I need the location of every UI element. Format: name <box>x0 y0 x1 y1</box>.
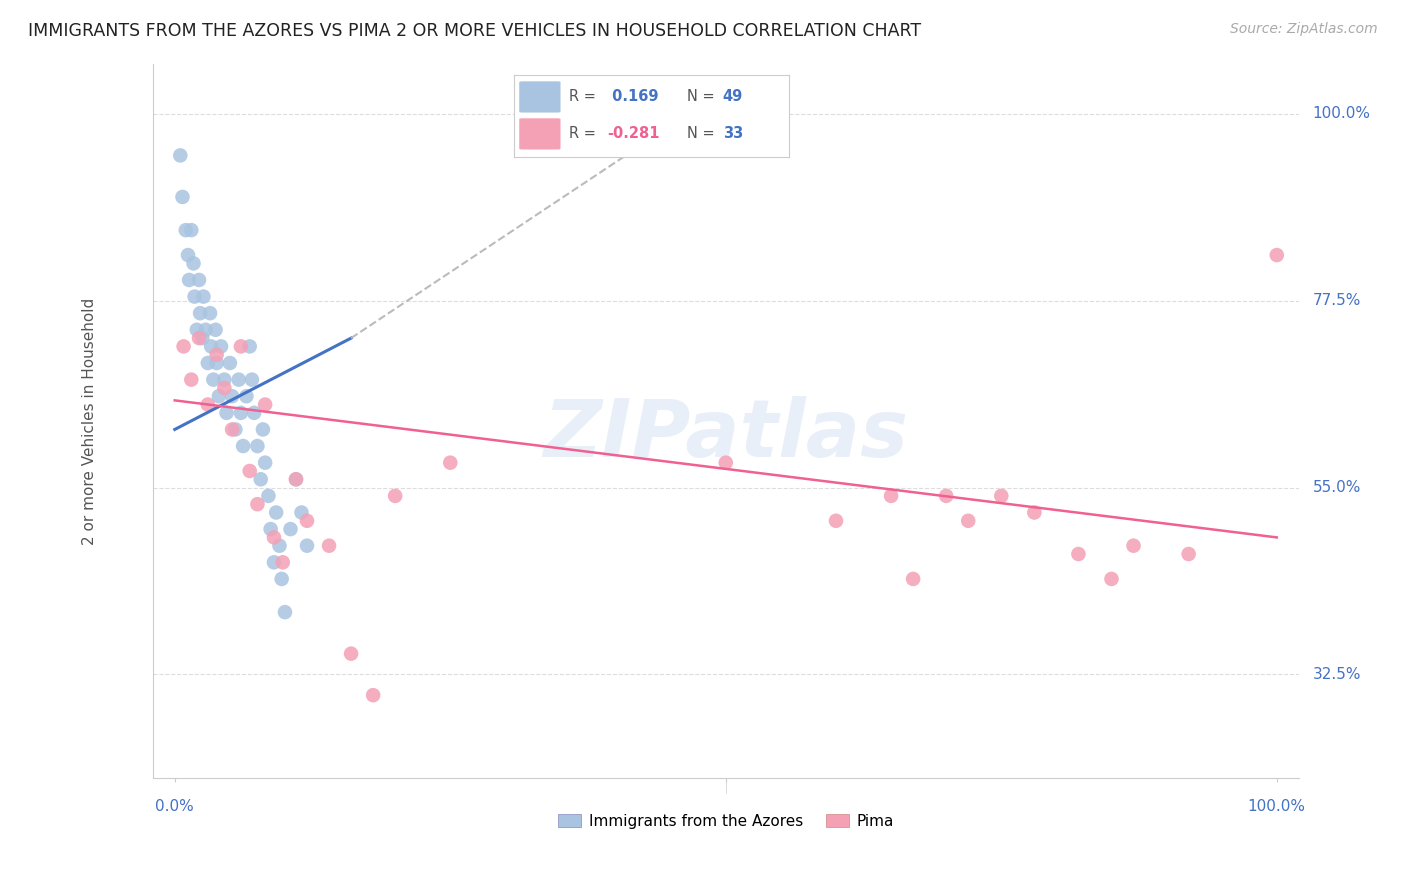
Point <box>172 190 194 204</box>
Text: 2 or more Vehicles in Household: 2 or more Vehicles in Household <box>82 298 97 545</box>
Point <box>249 472 271 486</box>
Point <box>290 506 312 520</box>
Point <box>285 472 308 486</box>
Point <box>218 356 240 370</box>
Point <box>254 456 277 470</box>
Point <box>177 273 200 287</box>
Point <box>169 148 191 162</box>
Text: 77.5%: 77.5% <box>1313 293 1361 309</box>
Point <box>957 514 980 528</box>
Point <box>180 223 202 237</box>
Point <box>240 373 263 387</box>
Point <box>384 489 406 503</box>
Point <box>361 688 384 702</box>
Point <box>254 398 277 412</box>
Point <box>174 223 197 237</box>
Text: Source: ZipAtlas.com: Source: ZipAtlas.com <box>1230 22 1378 37</box>
Point <box>180 373 202 387</box>
Point <box>901 572 924 586</box>
Point <box>183 256 205 270</box>
Point <box>173 339 195 353</box>
Point <box>295 514 318 528</box>
Point <box>193 289 215 303</box>
Point <box>229 406 252 420</box>
Point <box>263 530 285 544</box>
Point <box>229 339 252 353</box>
Point <box>990 489 1012 503</box>
Point <box>274 605 297 619</box>
Point <box>1122 539 1144 553</box>
Point <box>204 323 226 337</box>
Point <box>280 522 302 536</box>
Point <box>246 497 269 511</box>
Point <box>880 489 903 503</box>
Text: 32.5%: 32.5% <box>1313 667 1361 681</box>
Point <box>340 647 363 661</box>
Point <box>200 339 222 353</box>
Point <box>221 389 243 403</box>
Point <box>188 331 211 345</box>
Point <box>825 514 848 528</box>
Point <box>1067 547 1090 561</box>
Point <box>271 555 294 569</box>
Point <box>202 373 225 387</box>
Point <box>198 306 221 320</box>
Point <box>235 389 257 403</box>
Point <box>214 381 236 395</box>
Point <box>318 539 340 553</box>
Point <box>186 323 208 337</box>
Point <box>439 456 461 470</box>
Point <box>183 289 205 303</box>
Point <box>264 506 287 520</box>
Point <box>269 539 291 553</box>
Text: IMMIGRANTS FROM THE AZORES VS PIMA 2 OR MORE VEHICLES IN HOUSEHOLD CORRELATION C: IMMIGRANTS FROM THE AZORES VS PIMA 2 OR … <box>28 22 921 40</box>
Point <box>252 422 274 436</box>
Point <box>239 339 262 353</box>
Point <box>214 373 236 387</box>
Point <box>215 406 238 420</box>
Point <box>1265 248 1288 262</box>
Point <box>205 348 228 362</box>
Point <box>191 331 214 345</box>
Point <box>1177 547 1199 561</box>
Text: 100.0%: 100.0% <box>1247 799 1306 814</box>
Point <box>209 339 232 353</box>
Point <box>270 572 292 586</box>
Point <box>257 489 280 503</box>
Text: 100.0%: 100.0% <box>1313 106 1371 121</box>
Point <box>228 373 250 387</box>
Point <box>285 472 308 486</box>
Point <box>935 489 957 503</box>
Point <box>188 306 211 320</box>
Legend: Immigrants from the Azores, Pima: Immigrants from the Azores, Pima <box>551 807 900 835</box>
Point <box>224 422 246 436</box>
Point <box>194 323 217 337</box>
Point <box>1024 506 1046 520</box>
Text: ZIPatlas: ZIPatlas <box>543 396 908 475</box>
Point <box>232 439 254 453</box>
Point <box>1101 572 1123 586</box>
Point <box>208 389 231 403</box>
Point <box>243 406 266 420</box>
Point <box>259 522 281 536</box>
Point <box>197 356 219 370</box>
Point <box>205 356 228 370</box>
Text: 0.0%: 0.0% <box>156 799 194 814</box>
Point <box>239 464 262 478</box>
Point <box>177 248 200 262</box>
Point <box>188 273 211 287</box>
Point <box>295 539 318 553</box>
Point <box>714 456 737 470</box>
Point <box>246 439 269 453</box>
Point <box>197 398 219 412</box>
Point <box>263 555 285 569</box>
Text: 55.0%: 55.0% <box>1313 480 1361 495</box>
Point <box>221 422 243 436</box>
